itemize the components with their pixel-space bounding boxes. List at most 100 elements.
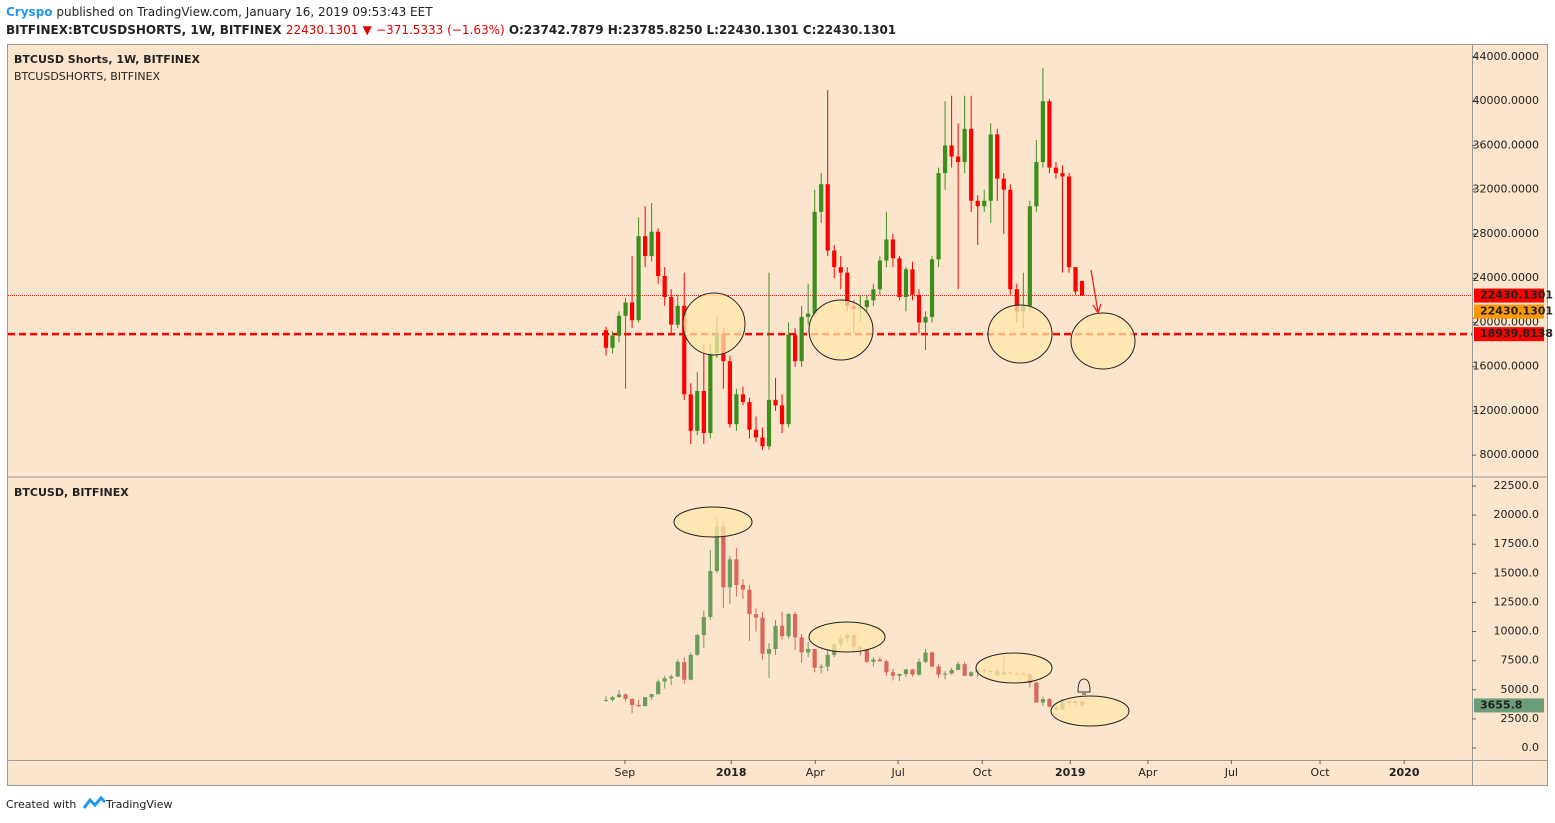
y-tick-label: 16000.0000 xyxy=(1473,360,1539,373)
footer-created: Created with xyxy=(6,798,76,811)
candle-body xyxy=(727,361,732,425)
candle-body xyxy=(975,200,980,207)
y-tick-label: 22500.0 xyxy=(1494,479,1540,492)
candle-body xyxy=(949,669,954,674)
arrow xyxy=(1090,269,1102,315)
candle-body xyxy=(903,269,909,297)
candle-body xyxy=(832,250,837,268)
candle-body xyxy=(897,258,902,297)
candle-body xyxy=(721,526,726,588)
candle-body xyxy=(1040,101,1046,163)
candle-body xyxy=(682,661,687,680)
candle-body xyxy=(636,704,641,707)
candle-body xyxy=(982,200,987,207)
x-tick-label: Jul xyxy=(890,766,904,779)
candle-body xyxy=(675,661,680,677)
x-tick-label: 2019 xyxy=(1055,766,1086,779)
x-tick-label: Oct xyxy=(1311,766,1331,779)
price-tag-label: 22430.1301 xyxy=(1480,289,1553,302)
candle-body xyxy=(616,315,622,336)
candle-body xyxy=(1014,289,1019,312)
candle-body xyxy=(786,614,791,637)
candle-body xyxy=(727,559,732,588)
candle-body xyxy=(779,625,785,637)
candle-body xyxy=(623,302,628,316)
price-tag-label: 3655.8 xyxy=(1480,698,1522,711)
header-line1: Cryspo published on TradingView.com, Jan… xyxy=(6,5,433,19)
ellipse xyxy=(808,299,874,361)
change: −371.5333 (−1.63%) xyxy=(376,23,505,37)
ellipse xyxy=(673,506,753,538)
candle-body xyxy=(662,678,667,682)
y-tick-label: 0.0 xyxy=(1522,741,1540,754)
candle-body xyxy=(643,697,648,707)
x-tick-label: Oct xyxy=(973,766,993,779)
candle-body xyxy=(734,559,739,585)
candle-body xyxy=(747,589,752,615)
candle-body xyxy=(603,699,609,701)
candle-body xyxy=(819,666,824,668)
candle-body xyxy=(747,402,752,430)
candle-body xyxy=(806,313,811,317)
candle-body xyxy=(766,399,772,447)
candle-body xyxy=(916,294,922,323)
pane-title: BTCUSD, BITFINEX xyxy=(14,486,129,499)
candle-body xyxy=(864,649,869,662)
candle-body xyxy=(616,694,622,697)
ellipse xyxy=(808,621,886,653)
candle-body xyxy=(669,676,674,679)
price-tag xyxy=(1474,304,1544,319)
candle-body xyxy=(871,289,876,301)
candle-body xyxy=(825,654,830,667)
candle-body xyxy=(877,260,882,290)
last: 22430.1301 xyxy=(286,23,359,37)
candle-body xyxy=(910,669,915,675)
candle-body xyxy=(662,275,667,297)
candle-body xyxy=(1047,699,1052,707)
candle-body xyxy=(884,239,889,261)
candle-body xyxy=(819,184,824,212)
candle-body xyxy=(799,637,804,653)
price-tag-label: 18939.8138 xyxy=(1480,327,1553,340)
y-tick-label: 20000.0000 xyxy=(1473,315,1539,328)
candle-body xyxy=(766,649,772,654)
candle-body xyxy=(701,391,706,434)
candle-body xyxy=(649,231,654,257)
candle-body xyxy=(897,674,902,676)
candle-body xyxy=(956,664,961,670)
candle-body xyxy=(649,694,654,698)
candle-body xyxy=(773,625,778,650)
y-tick-label: 15000.0 xyxy=(1494,566,1540,579)
pane-subtitle: BTCUSDSHORTS, BITFINEX xyxy=(14,70,161,83)
x-tick-label: Apr xyxy=(806,766,826,779)
candle-body xyxy=(923,652,928,662)
price-tag xyxy=(1474,288,1544,303)
candle-body xyxy=(1060,173,1065,177)
candle-body xyxy=(845,272,850,306)
y-tick-label: 12000.0000 xyxy=(1473,404,1539,417)
y-tick-label: 44000.0000 xyxy=(1473,50,1539,63)
y-tick-label: 24000.0000 xyxy=(1473,271,1539,284)
y-tick-label: 8000.0000 xyxy=(1480,448,1540,461)
candle-body xyxy=(1034,162,1039,207)
candle-body xyxy=(942,145,948,174)
candle-body xyxy=(734,394,739,425)
high: H:23785.8250 xyxy=(608,23,703,37)
x-tick-label: Sep xyxy=(615,766,636,779)
candle-body xyxy=(1053,167,1059,174)
ellipse xyxy=(682,292,746,356)
down-arrow: ▼ xyxy=(358,23,376,37)
candle-body xyxy=(695,635,700,655)
candle-body xyxy=(779,405,785,425)
candle-body xyxy=(786,334,791,425)
candle-body xyxy=(884,661,889,673)
candle-body xyxy=(910,269,915,295)
y-tick-label: 17500.0 xyxy=(1494,537,1540,550)
candle-body xyxy=(629,302,635,321)
candle-body xyxy=(760,437,765,447)
candle-body xyxy=(701,616,706,636)
header-line2: BITFINEX:BTCUSDSHORTS, 1W, BITFINEX 2243… xyxy=(6,23,896,37)
author: Cryspo xyxy=(6,5,53,19)
candle-body xyxy=(760,617,765,654)
